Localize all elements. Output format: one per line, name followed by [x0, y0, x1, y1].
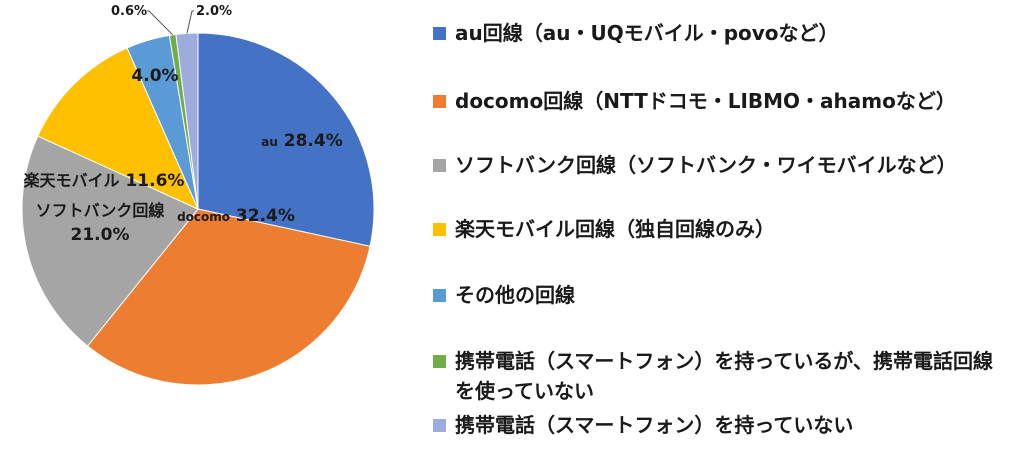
pie-slice-6 — [175, 32, 199, 210]
legend-label-4: その他の回線 — [455, 283, 575, 307]
data-label-1: docomo 32.4% — [177, 206, 295, 226]
legend-label-3: 楽天モバイル回線（独自回線のみ） — [455, 217, 775, 241]
data-label-3: 楽天モバイル 11.6% — [23, 171, 185, 191]
leader-line-5 — [147, 10, 174, 36]
legend-swatch-5 — [433, 355, 446, 368]
data-label-5: 0.6% — [111, 4, 147, 19]
legend-item-6: 携帯電話（スマートフォン）を持っていない — [433, 410, 1000, 440]
pie-slice-3 — [37, 47, 199, 210]
chart-legend: au回線（au・UQモバイル・povoなど） docomo回線（NTTドコモ・LI… — [433, 0, 1013, 455]
pie-slice-1 — [86, 208, 371, 386]
data-label-6: 2.0% — [196, 4, 232, 19]
leader-line-6 — [186, 10, 194, 34]
legend-label-6: 携帯電話（スマートフォン）を持っていない — [455, 413, 854, 437]
legend-label-0: au回線（au・UQモバイル・povoなど） — [455, 21, 839, 45]
legend-item-3: 楽天モバイル回線（独自回線のみ） — [433, 214, 1000, 244]
legend-item-1: docomo回線（NTTドコモ・LIBMO・ahamoなど） — [433, 86, 1000, 116]
legend-swatch-3 — [433, 223, 446, 236]
legend-swatch-0 — [433, 27, 446, 40]
pie-slices — [21, 32, 375, 386]
data-label-4: 4.0% — [131, 66, 178, 86]
legend-item-5: 携帯電話（スマートフォン）を持っているが、携帯電話回線を使っていない — [433, 346, 1000, 406]
legend-swatch-2 — [433, 159, 446, 172]
data-label-2: ソフトバンク回線 21.0% — [36, 201, 165, 245]
legend-swatch-6 — [433, 419, 446, 432]
legend-label-2: ソフトバンク回線（ソフトバンク・ワイモバイルなど） — [455, 153, 957, 177]
pie-slice-0 — [197, 32, 375, 247]
pie-chart: au 28.4% docomo 32.4% ソフトバンク回線 21.0% 楽天モバイル … — [21, 4, 375, 386]
legend-label-5: 携帯電話（スマートフォン）を持っているが、携帯電話回線を使っていない — [455, 349, 993, 403]
pie-labels: au 28.4% docomo 32.4% ソフトバンク回線 21.0% 楽天モバイル … — [23, 4, 343, 245]
pie-slice-2 — [21, 135, 199, 347]
legend-item-2: ソフトバンク回線（ソフトバンク・ワイモバイルなど） — [433, 150, 1000, 180]
legend-item-0: au回線（au・UQモバイル・povoなど） — [433, 18, 1000, 48]
legend-swatch-4 — [433, 289, 446, 302]
legend-item-4: その他の回線 — [433, 280, 1000, 310]
legend-label-1: docomo回線（NTTドコモ・LIBMO・ahamoなど） — [455, 89, 956, 113]
legend-swatch-1 — [433, 95, 446, 108]
data-label-0: au 28.4% — [261, 131, 343, 151]
